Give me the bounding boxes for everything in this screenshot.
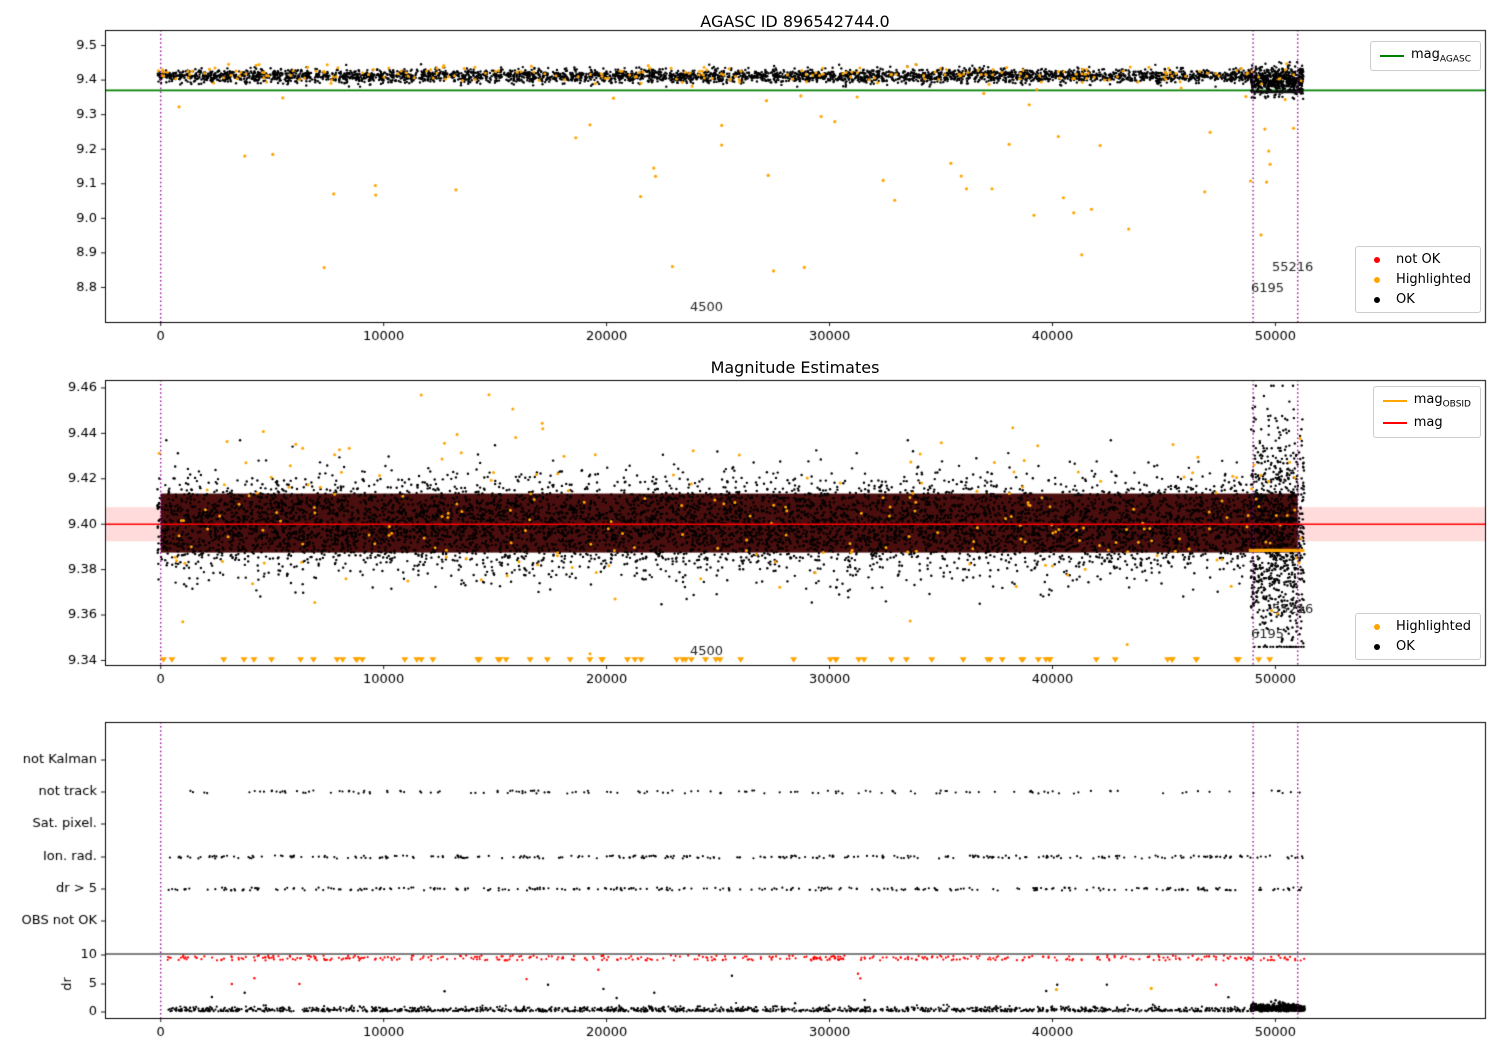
legend-status-top: not OK Highlighted OK [1355, 246, 1481, 313]
plot2-title: Magnitude Estimates [710, 358, 880, 377]
orange-line-swatch [1382, 399, 1407, 402]
legend-entry-not-ok: not OK [1365, 252, 1471, 267]
legend-entry-mag-obsid: magOBSID [1382, 392, 1471, 410]
orange-dot-swatch [1374, 623, 1381, 630]
black-dot-swatch [1374, 643, 1381, 650]
legend-status-middle: Highlighted OK [1355, 613, 1481, 660]
plot1-title: AGASC ID 896542744.0 [700, 12, 890, 31]
legend-label: Highlighted [1396, 619, 1471, 634]
green-line-swatch [1379, 54, 1404, 57]
legend-label: magOBSID [1413, 392, 1471, 410]
orange-dot-swatch [1374, 276, 1381, 283]
legend-entry-mag-agasc: magAGASC [1379, 47, 1471, 65]
legend-entry-highlighted: Highlighted [1365, 272, 1471, 287]
legend-mag-lines: magOBSID mag [1372, 386, 1481, 439]
legend-mag-agasc: magAGASC [1369, 41, 1481, 71]
legend-label: OK [1396, 639, 1415, 654]
legend-entry-ok: OK [1365, 292, 1471, 307]
black-dot-swatch [1374, 296, 1381, 303]
legend-label: not OK [1396, 252, 1441, 267]
legend-label: magAGASC [1410, 47, 1471, 65]
legend-label: OK [1396, 292, 1415, 307]
red-line-swatch [1382, 422, 1407, 425]
legend-label: Highlighted [1396, 272, 1471, 287]
red-dot-swatch [1374, 256, 1381, 263]
legend-entry-ok: OK [1365, 639, 1471, 654]
legend-entry-highlighted: Highlighted [1365, 619, 1471, 634]
legend-label: mag [1413, 414, 1443, 430]
legend-entry-mag: mag [1382, 414, 1471, 433]
